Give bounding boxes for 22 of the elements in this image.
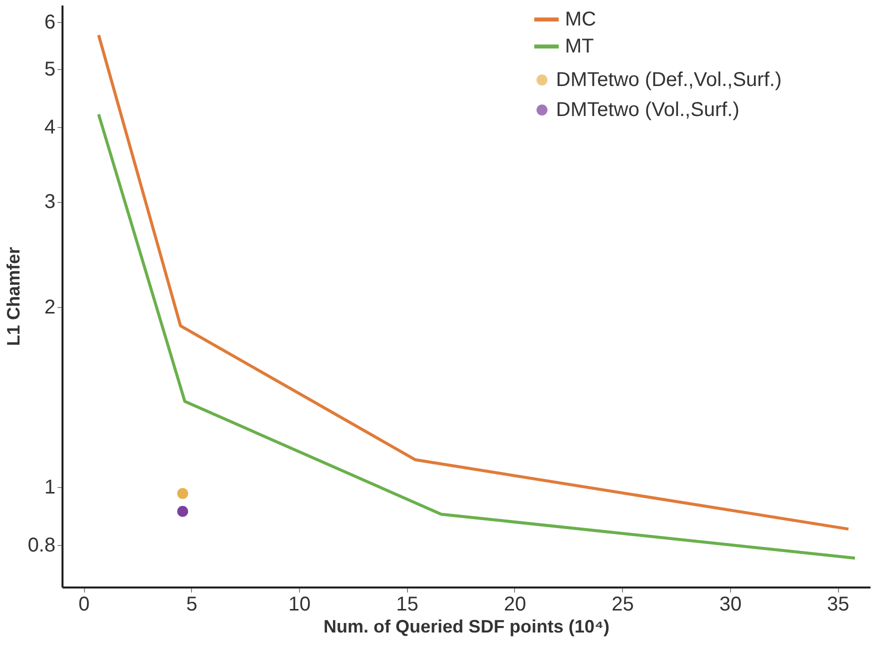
y-axis-title: L1 Chamfer [4,246,24,346]
line-series [97,34,850,531]
y-tick-label: 1 [44,476,56,498]
y-tick-label: 4 [44,116,56,139]
x-tick-label: 5 [186,594,198,616]
y-tick-label: 3 [44,191,56,214]
legend-label: DMTetwo (Def.,Vol.,Surf.) [556,69,782,91]
legend-label: DMTetwo (Vol.,Surf.) [556,99,740,121]
x-tick-label: 0 [78,594,90,616]
legend-label: MC [565,8,596,30]
x-tick-label: 20 [504,594,526,616]
x-tick-label: 15 [396,594,418,616]
y-tick-label: 5 [44,58,56,81]
y-tick-label: 0.8 [28,534,56,556]
y-tick-label: 2 [44,296,56,318]
legend-label: MT [565,36,594,58]
y-tick-label: 6 [44,11,56,34]
x-tick-label: 30 [719,594,742,616]
x-axis-title: Num. of Queried SDF points (10⁴) [324,616,610,636]
x-tick-label: 35 [827,594,850,616]
x-tick-label: 10 [288,594,311,616]
x-tick-label: 25 [612,594,634,616]
